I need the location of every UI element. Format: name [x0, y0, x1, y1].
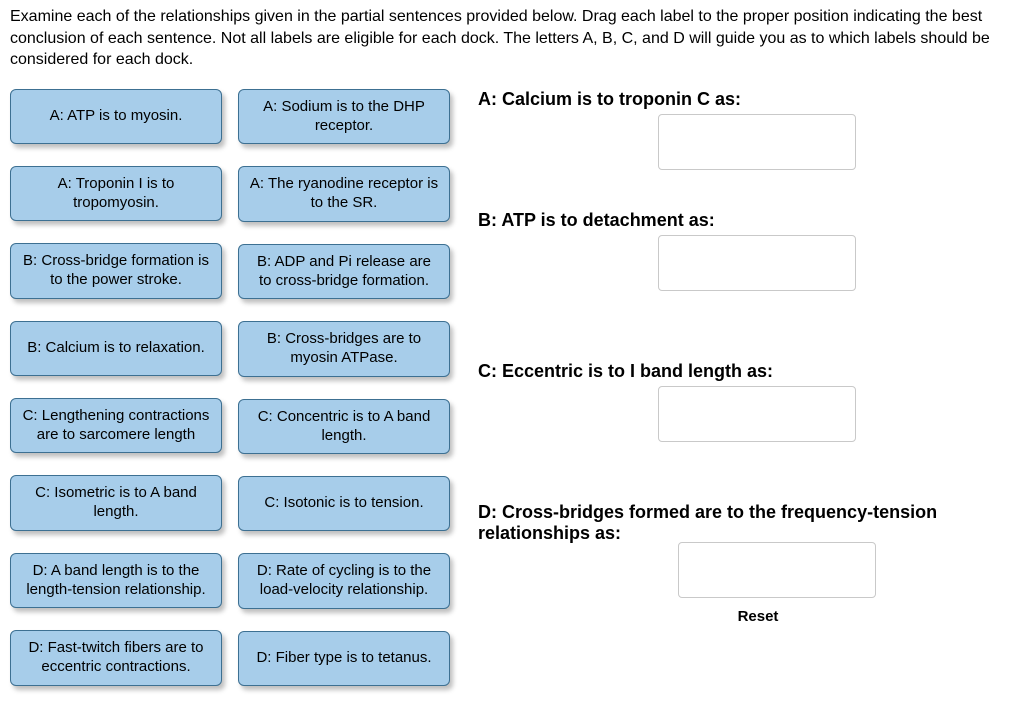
- drag-label[interactable]: A: Sodium is to the DHP receptor.: [238, 89, 450, 145]
- docks-area: A: Calcium is to troponin C as: B: ATP i…: [460, 89, 1014, 686]
- drag-label[interactable]: D: Rate of cycling is to the load-veloci…: [238, 553, 450, 609]
- drag-label[interactable]: B: ADP and Pi release are to cross-bridg…: [238, 244, 450, 300]
- drag-label[interactable]: A: The ryanodine receptor is to the SR.: [238, 166, 450, 222]
- labels-column-2: A: Sodium is to the DHP receptor. A: The…: [238, 89, 450, 686]
- drag-label[interactable]: C: Isometric is to A band length.: [10, 475, 222, 531]
- drag-label[interactable]: B: Calcium is to relaxation.: [10, 321, 222, 376]
- dock-prompt-d: D: Cross-bridges formed are to the frequ…: [478, 502, 1014, 544]
- drag-label[interactable]: C: Lengthening contractions are to sarco…: [10, 398, 222, 454]
- drop-zone-d[interactable]: [678, 542, 876, 598]
- labels-column-1: A: ATP is to myosin. A: Troponin I is to…: [10, 89, 222, 686]
- drag-label[interactable]: A: ATP is to myosin.: [10, 89, 222, 144]
- instructions-text: Examine each of the relationships given …: [10, 6, 1014, 71]
- dock-b: B: ATP is to detachment as:: [478, 210, 1014, 291]
- drag-label[interactable]: C: Concentric is to A band length.: [238, 399, 450, 455]
- drag-label[interactable]: B: Cross-bridges are to myosin ATPase.: [238, 321, 450, 377]
- dock-prompt-c: C: Eccentric is to I band length as:: [478, 361, 1014, 382]
- reset-button[interactable]: Reset: [708, 608, 808, 625]
- drag-label[interactable]: D: Fiber type is to tetanus.: [238, 631, 450, 686]
- drag-label[interactable]: D: A band length is to the length-tensio…: [10, 553, 222, 609]
- drag-label[interactable]: A: Troponin I is to tropomyosin.: [10, 166, 222, 222]
- dock-c: C: Eccentric is to I band length as:: [478, 361, 1014, 442]
- drag-label[interactable]: C: Isotonic is to tension.: [238, 476, 450, 531]
- dock-d: D: Cross-bridges formed are to the frequ…: [478, 502, 1014, 598]
- main-layout: A: ATP is to myosin. A: Troponin I is to…: [10, 89, 1014, 686]
- labels-area: A: ATP is to myosin. A: Troponin I is to…: [10, 89, 450, 686]
- drop-zone-b[interactable]: [658, 235, 856, 291]
- drop-zone-a[interactable]: [658, 114, 856, 170]
- drag-label[interactable]: D: Fast-twitch fibers are to eccentric c…: [10, 630, 222, 686]
- dock-prompt-b: B: ATP is to detachment as:: [478, 210, 1014, 231]
- exercise-page: Examine each of the relationships given …: [0, 0, 1024, 707]
- drag-label[interactable]: B: Cross-bridge formation is to the powe…: [10, 243, 222, 299]
- dock-a: A: Calcium is to troponin C as:: [478, 89, 1014, 170]
- dock-prompt-a: A: Calcium is to troponin C as:: [478, 89, 1014, 110]
- drop-zone-c[interactable]: [658, 386, 856, 442]
